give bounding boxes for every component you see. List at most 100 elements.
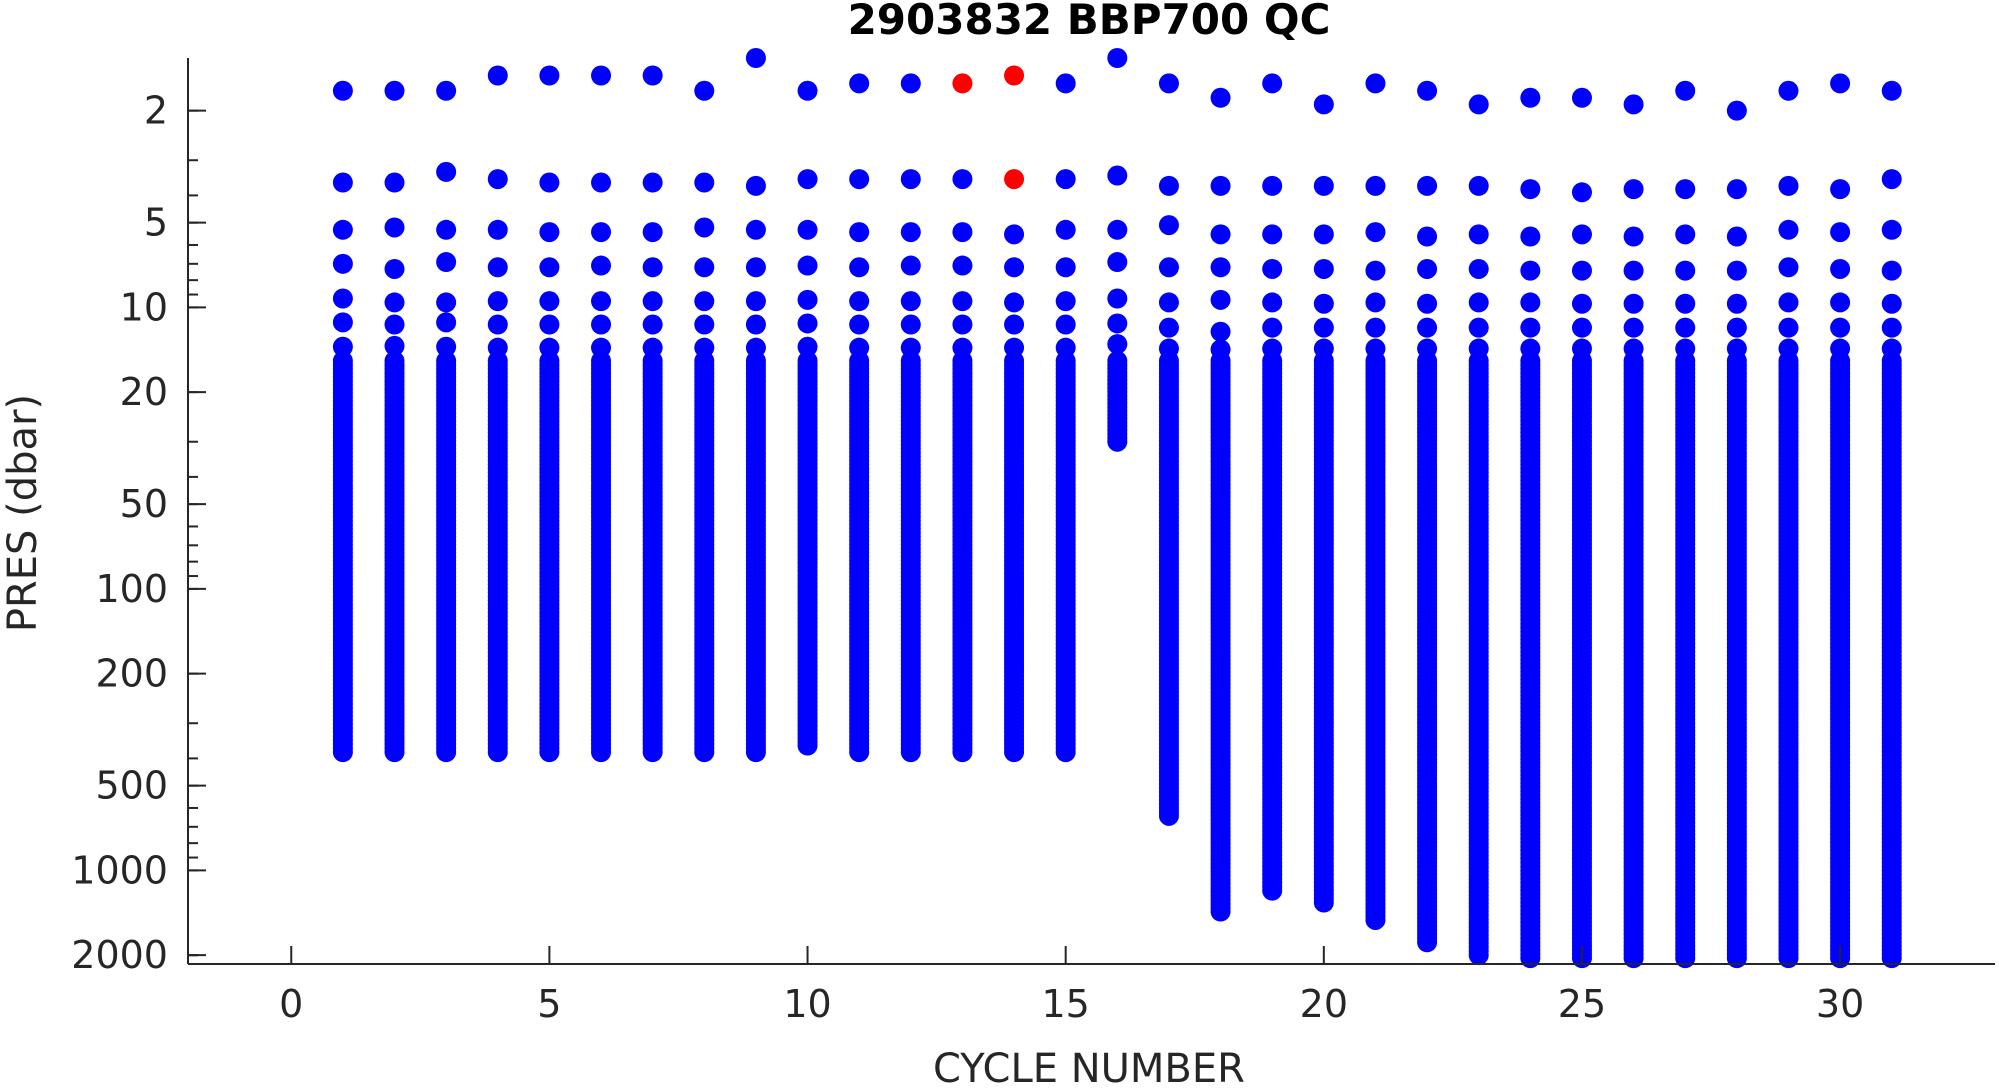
profile-marker [1210, 321, 1231, 342]
profile-marker [1726, 293, 1747, 314]
profile-marker [952, 222, 973, 243]
profile-marker [1365, 909, 1386, 930]
profile-marker [539, 291, 560, 312]
profile-marker [539, 257, 560, 278]
profile-marker [1417, 175, 1438, 196]
profile-marker [487, 65, 508, 86]
cycle-profile [1365, 73, 1386, 930]
profile-marker [591, 742, 612, 763]
profile-marker [1004, 257, 1025, 278]
profile-marker [1158, 257, 1179, 278]
profile-marker [745, 48, 766, 68]
profile-marker [1158, 805, 1179, 826]
profile-marker [745, 175, 766, 196]
profile-marker [1830, 179, 1851, 200]
profile-marker [1107, 431, 1128, 452]
profile-marker [1417, 293, 1438, 314]
profile-marker [1571, 182, 1592, 203]
profile-marker [1726, 260, 1747, 281]
profile-marker [1055, 742, 1076, 763]
profile-marker [900, 742, 921, 763]
profile-marker [1417, 80, 1438, 101]
profile-marker [1726, 179, 1747, 200]
profile-marker [1726, 338, 1747, 359]
y-tick-label: 100 [95, 567, 168, 611]
profile-marker [1210, 339, 1231, 360]
profile-marker [1881, 317, 1902, 338]
profile-marker [952, 255, 973, 276]
profile-marker [1313, 317, 1334, 338]
x-ticks: 0 5 10 15 20 25 30 [279, 946, 1864, 1026]
cycle-profile [642, 65, 663, 763]
profile-marker [1830, 73, 1851, 94]
profile-marker [1004, 742, 1025, 763]
profile-marker [487, 291, 508, 312]
profile-marker [849, 222, 870, 243]
profile-marker [1158, 215, 1179, 236]
profile-marker [487, 742, 508, 763]
profile-marker [849, 742, 870, 763]
profile-marker [1571, 338, 1592, 359]
data-markers [332, 48, 1902, 969]
profile-marker [1158, 338, 1179, 359]
profile-marker [900, 337, 921, 358]
profile-marker [952, 314, 973, 335]
profile-marker [487, 314, 508, 335]
profile-marker [642, 337, 663, 358]
x-tick-label: 30 [1816, 982, 1864, 1026]
x-tick-label: 15 [1042, 982, 1090, 1026]
profile-marker [1726, 100, 1747, 121]
profile-marker [1726, 226, 1747, 247]
profile-marker [694, 742, 715, 763]
profile-marker [384, 314, 405, 335]
profile-marker [332, 336, 353, 357]
profile-marker [1313, 258, 1334, 279]
profile-marker [1468, 945, 1489, 966]
profile-marker [384, 742, 405, 763]
profile-marker [436, 312, 457, 333]
profile-marker [797, 313, 818, 334]
profile-marker [1468, 224, 1489, 245]
profile-marker [1881, 293, 1902, 314]
profile-marker [1417, 338, 1438, 359]
profile-marker [487, 219, 508, 240]
profile-marker [1365, 260, 1386, 281]
profile-marker [1004, 292, 1025, 313]
y-tick-label: 1000 [71, 848, 168, 892]
profile-marker [1210, 224, 1231, 245]
x-tick-label: 20 [1300, 982, 1348, 1026]
cycle-profile [1055, 73, 1076, 763]
profile-marker [384, 292, 405, 313]
profile-marker [591, 291, 612, 312]
profile-marker [745, 742, 766, 763]
profile-marker [1623, 94, 1644, 115]
profile-marker [1675, 948, 1696, 969]
profile-marker [642, 257, 663, 278]
profile-marker [1262, 224, 1283, 245]
chart-title: 2903832 BBP700 QC [848, 0, 1331, 44]
profile-marker [745, 257, 766, 278]
profile-marker [1158, 292, 1179, 313]
profile-marker [642, 314, 663, 335]
profile-marker [1055, 314, 1076, 335]
profile-marker [1262, 880, 1283, 901]
profile-marker [1675, 179, 1696, 200]
profile-marker [1830, 292, 1851, 313]
profile-marker [1417, 932, 1438, 953]
profile-marker [1313, 293, 1334, 314]
y-tick-label: 50 [120, 482, 168, 526]
profile-marker [1726, 317, 1747, 338]
profile-marker [436, 336, 457, 357]
profile-marker [1210, 901, 1231, 922]
profile-marker [1365, 222, 1386, 243]
cycle-profile [539, 65, 560, 763]
profile-marker [797, 80, 818, 101]
cycle-profile [487, 65, 508, 763]
profile-marker [797, 336, 818, 357]
cycle-profile [1468, 94, 1489, 966]
profile-marker [1468, 292, 1489, 313]
profile-marker [1778, 292, 1799, 313]
profile-marker [1778, 317, 1799, 338]
cycle-profile [1313, 94, 1334, 913]
